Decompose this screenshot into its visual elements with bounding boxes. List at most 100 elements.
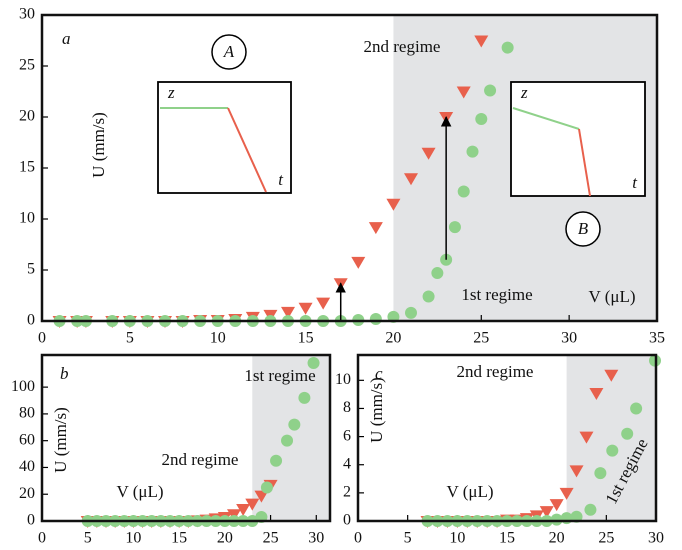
circle-point	[405, 306, 417, 319]
triangle-point	[549, 499, 564, 512]
circle-point	[484, 84, 497, 97]
inset-green	[512, 107, 580, 130]
regime-label: 1st regime	[244, 366, 315, 385]
triangle-point	[559, 487, 574, 500]
circle-point	[594, 467, 607, 480]
y-tick-label: 60	[19, 431, 35, 448]
y-tick-label: 6	[343, 427, 351, 444]
panel-label: b	[60, 364, 69, 383]
x-tick-label: 25	[473, 330, 489, 347]
regime-label: 2nd regime	[364, 37, 441, 56]
triangle-point	[589, 387, 604, 400]
y-tick-label: 0	[343, 512, 351, 529]
y-tick-label: 80	[19, 405, 35, 422]
y-tick-label: 20	[19, 485, 35, 502]
marker-circle	[211, 34, 247, 70]
regime-label: 2nd regime	[457, 362, 534, 381]
circle-point	[270, 454, 283, 467]
triangle-point	[579, 431, 594, 444]
plot-frame	[40, 353, 332, 523]
circle-point	[550, 513, 563, 526]
circle-point	[422, 290, 435, 303]
triangle-point	[604, 369, 619, 382]
inset-red	[227, 107, 267, 193]
triangle-point	[316, 297, 331, 310]
triangle-point	[298, 302, 313, 315]
circle-point	[288, 418, 301, 431]
y-tick-label: 8	[343, 399, 351, 416]
marker-circle	[565, 211, 601, 247]
y-tick-label: 4	[343, 455, 351, 472]
circle-point	[431, 267, 444, 280]
triangle-point	[245, 498, 260, 511]
circle-point	[501, 41, 514, 54]
inset-axis-label: t	[632, 173, 638, 192]
circle-point	[621, 427, 634, 440]
triangle-point	[539, 506, 554, 519]
x-tick-label: 20	[217, 530, 233, 547]
circle-point	[369, 312, 382, 325]
x-tick-label: 30	[308, 530, 324, 547]
circle-point	[298, 391, 311, 404]
y-tick-label: 15	[19, 159, 35, 176]
y-axis-label: U (mm/s)	[367, 377, 386, 443]
triangle-point	[236, 503, 251, 516]
y-tick-label: 0	[27, 512, 35, 529]
triangle-point	[386, 198, 401, 211]
x-tick-label: 35	[649, 330, 665, 347]
y-tick-label: 10	[19, 210, 35, 227]
triangle-point	[569, 465, 584, 478]
circle-point	[630, 402, 643, 415]
y-tick-label: 2	[343, 484, 351, 501]
panel-label: c	[375, 364, 383, 383]
x-tick-label: 10	[210, 330, 226, 347]
marker-label: B	[578, 219, 589, 238]
x-axis-label: V (μL)	[446, 482, 493, 501]
x-tick-label: 20	[549, 530, 565, 547]
triangle-point	[254, 490, 269, 503]
x-tick-label: 10	[449, 530, 465, 547]
circle-point	[584, 503, 597, 516]
y-tick-label: 100	[11, 378, 35, 395]
y-tick-label: 40	[19, 458, 35, 475]
y-axis-label: U (mm/s)	[51, 407, 70, 473]
circle-point	[475, 113, 488, 126]
x-tick-label: 25	[598, 530, 614, 547]
x-tick-label: 15	[171, 530, 187, 547]
y-tick-label: 20	[19, 108, 35, 125]
circle-point	[457, 185, 470, 198]
circle-point	[307, 357, 320, 370]
triangle-point	[474, 35, 489, 48]
inset-axis-label: z	[167, 83, 175, 102]
x-tick-label: 0	[38, 330, 46, 347]
x-axis-label: V (μL)	[588, 287, 635, 306]
triangle-point	[368, 222, 383, 235]
y-tick-label: 25	[19, 57, 35, 74]
inset-axis-label: t	[278, 170, 284, 189]
x-tick-label: 5	[404, 530, 412, 547]
regime-label: 1st regime	[461, 285, 532, 304]
x-tick-label: 0	[354, 530, 362, 547]
x-tick-label: 15	[298, 330, 314, 347]
shaded-region	[566, 355, 656, 521]
x-tick-label: 30	[648, 530, 664, 547]
circle-point	[260, 481, 273, 494]
x-tick-label: 20	[385, 330, 401, 347]
triangle-point	[281, 306, 295, 319]
y-axis-label: U (mm/s)	[89, 112, 108, 178]
x-tick-label: 10	[125, 530, 141, 547]
circle-point	[466, 145, 479, 158]
plot-frame	[40, 13, 659, 323]
y-tick-label: 10	[335, 371, 351, 388]
circle-point	[448, 221, 461, 234]
y-tick-label: 5	[27, 261, 35, 278]
circle-point	[281, 434, 294, 447]
x-tick-label: 15	[499, 530, 515, 547]
x-tick-label: 5	[84, 530, 92, 547]
inset-red	[578, 128, 591, 197]
x-tick-label: 30	[561, 330, 577, 347]
triangle-point	[404, 173, 418, 186]
circle-point	[606, 444, 619, 457]
inset-frame	[157, 81, 292, 194]
